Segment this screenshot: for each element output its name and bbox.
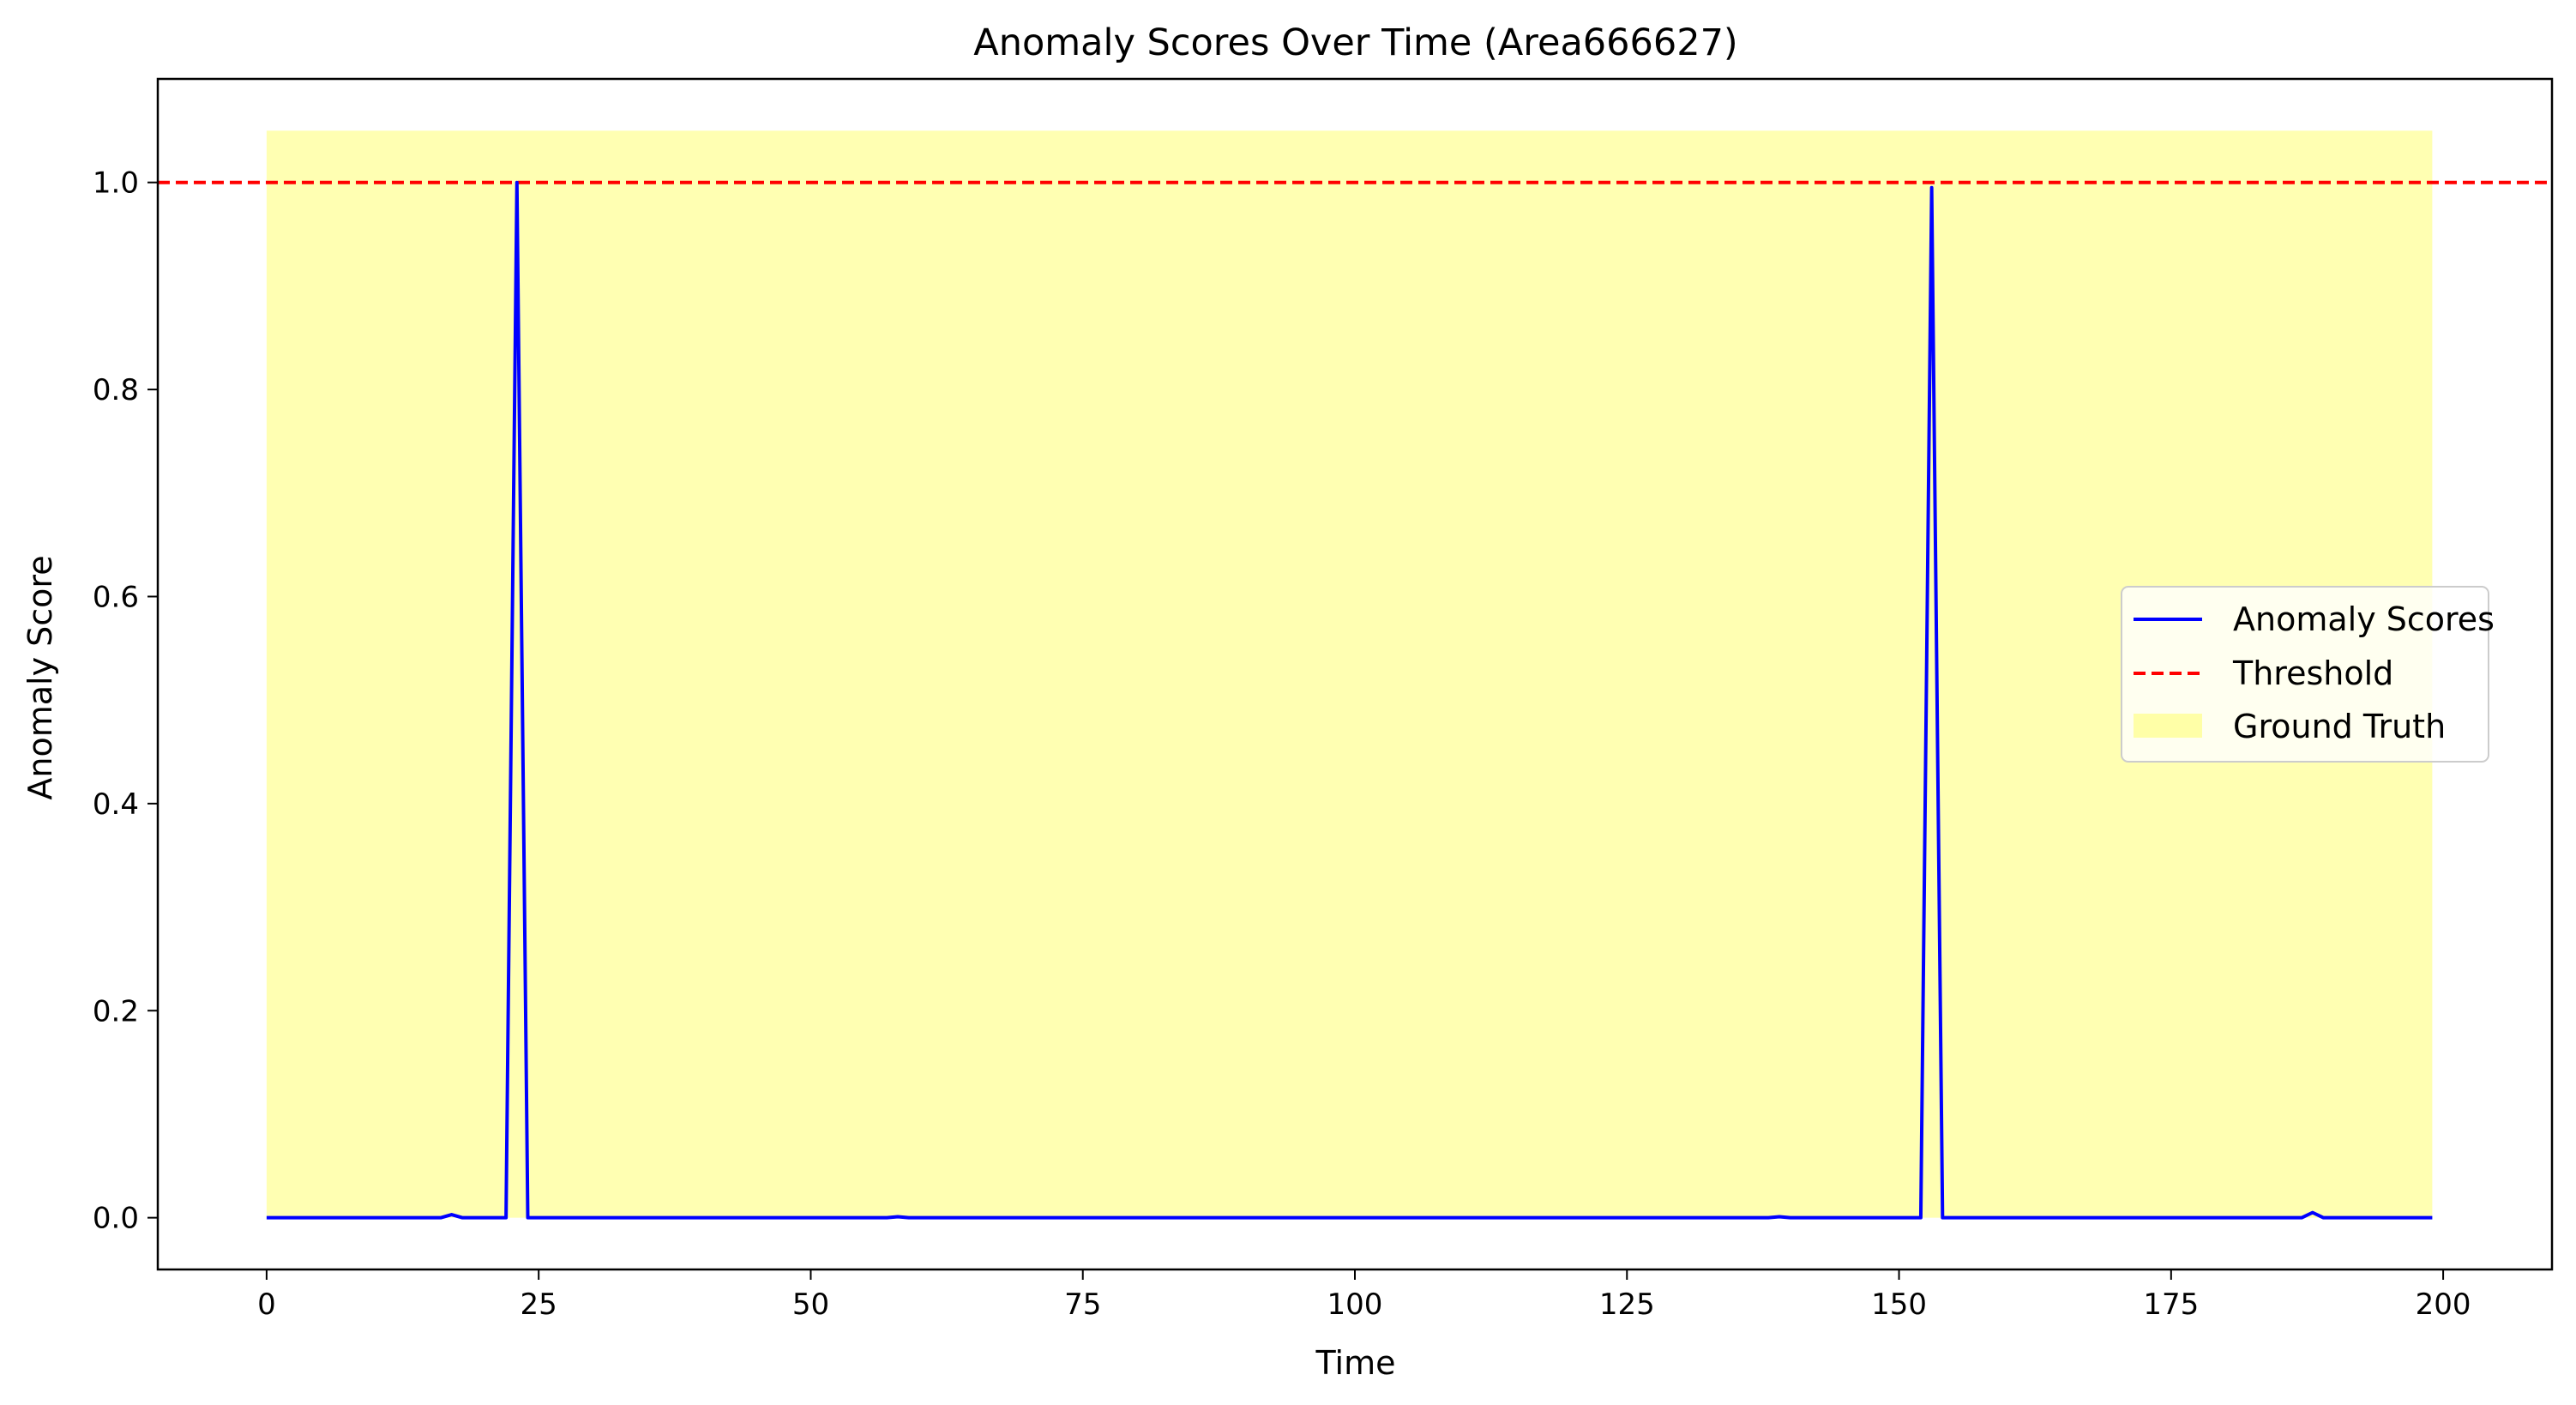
legend-label-anomaly-scores: Anomaly Scores xyxy=(2233,600,2495,638)
series-0-point-17 xyxy=(2311,1211,2314,1215)
y-tick-label-3: 0.6 xyxy=(93,580,139,614)
series-0-point-19 xyxy=(2430,1216,2434,1220)
axis-ticks: 0 25 50 75 100 125 150 175 200 0.0 0.2 0.4 0.6 0.8 1.0 xyxy=(93,166,2471,1322)
series-0-point-13 xyxy=(1919,1216,1923,1220)
x-tick-label-7: 175 xyxy=(2143,1287,2199,1322)
series-0-point-2 xyxy=(450,1213,454,1216)
y-tick-label-5: 1.0 xyxy=(93,166,139,201)
series-0-point-16 xyxy=(2300,1216,2303,1220)
y-tick-label-0: 0.0 xyxy=(93,1202,139,1236)
series-0-point-10 xyxy=(1766,1216,1770,1220)
series-0-point-18 xyxy=(2321,1216,2325,1220)
legend: Anomaly Scores Threshold Ground Truth xyxy=(2121,586,2495,763)
series-0-point-6 xyxy=(526,1216,529,1220)
series-0-point-9 xyxy=(907,1216,911,1220)
series-0-point-11 xyxy=(1778,1215,1781,1218)
series-0-point-4 xyxy=(504,1216,508,1220)
series-0-point-0 xyxy=(265,1216,268,1220)
x-tick-label-6: 150 xyxy=(1871,1287,1927,1322)
x-tick-label-2: 50 xyxy=(792,1287,829,1322)
chart-title: Anomaly Scores Over Time (Area666627) xyxy=(973,21,1737,64)
x-tick-label-0: 0 xyxy=(257,1287,276,1322)
x-axis-title: Time xyxy=(1315,1344,1396,1382)
legend-box xyxy=(2121,586,2489,763)
y-axis-title: Anomaly Score xyxy=(21,555,59,799)
series-0-point-12 xyxy=(1789,1216,1792,1220)
series-0-point-8 xyxy=(896,1215,900,1218)
series-0-point-3 xyxy=(460,1216,464,1220)
legend-swatch-ground-truth xyxy=(2134,714,2202,738)
series-0-point-7 xyxy=(885,1216,888,1220)
legend-label-ground-truth: Ground Truth xyxy=(2233,708,2446,745)
series-line-0 xyxy=(266,180,2433,1220)
plot-area xyxy=(158,130,2552,1220)
series-0-point-15 xyxy=(1941,1216,1944,1220)
y-tick-label-2: 0.4 xyxy=(93,787,139,822)
y-tick-label-1: 0.2 xyxy=(93,994,139,1028)
x-tick-label-4: 100 xyxy=(1327,1287,1383,1322)
x-tick-label-8: 200 xyxy=(2416,1287,2471,1322)
series-0-point-14 xyxy=(1930,186,1934,190)
series-0-point-1 xyxy=(439,1216,442,1220)
legend-label-threshold: Threshold xyxy=(2232,654,2393,692)
y-tick-label-4: 0.8 xyxy=(93,373,139,407)
x-tick-label-1: 25 xyxy=(521,1287,557,1322)
x-tick-label-5: 125 xyxy=(1599,1287,1655,1322)
x-tick-label-3: 75 xyxy=(1064,1287,1101,1322)
series-0-point-5 xyxy=(515,181,519,184)
ground-truth-band xyxy=(266,130,2433,1218)
